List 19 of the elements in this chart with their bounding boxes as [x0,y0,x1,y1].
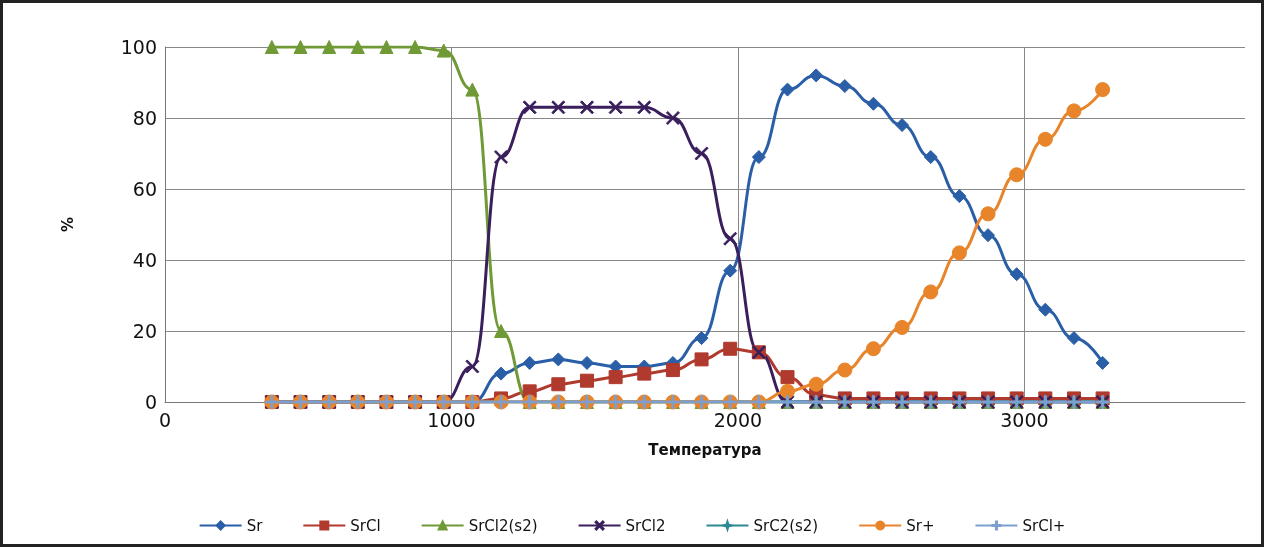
legend-label: Sr+ [906,516,935,535]
x-tick-label: 3000 [1000,408,1049,431]
x-tick-label: 0 [158,408,172,431]
legend-label: SrC2(s2) [753,516,819,535]
y-tick-label: 100 [120,36,157,58]
y-tick-label: 20 [132,320,157,342]
legend-label: SrCl [350,516,381,535]
y-tick-label: 60 [132,178,157,200]
x-axis-title: Температура [648,440,762,459]
y-tick-label: 40 [132,249,157,271]
y-tick-label: 0 [144,391,157,413]
y-axis-title: % [58,216,77,233]
legend-label: SrCl2(s2) [468,516,538,535]
legend-label: SrCl+ [1022,516,1066,535]
legend-label: Sr [246,516,264,535]
x-tick-label: 1000 [427,408,476,431]
legend-label: SrCl2 [625,516,666,535]
x-tick-label: 2000 [713,408,763,431]
y-tick-label: 80 [132,107,157,129]
